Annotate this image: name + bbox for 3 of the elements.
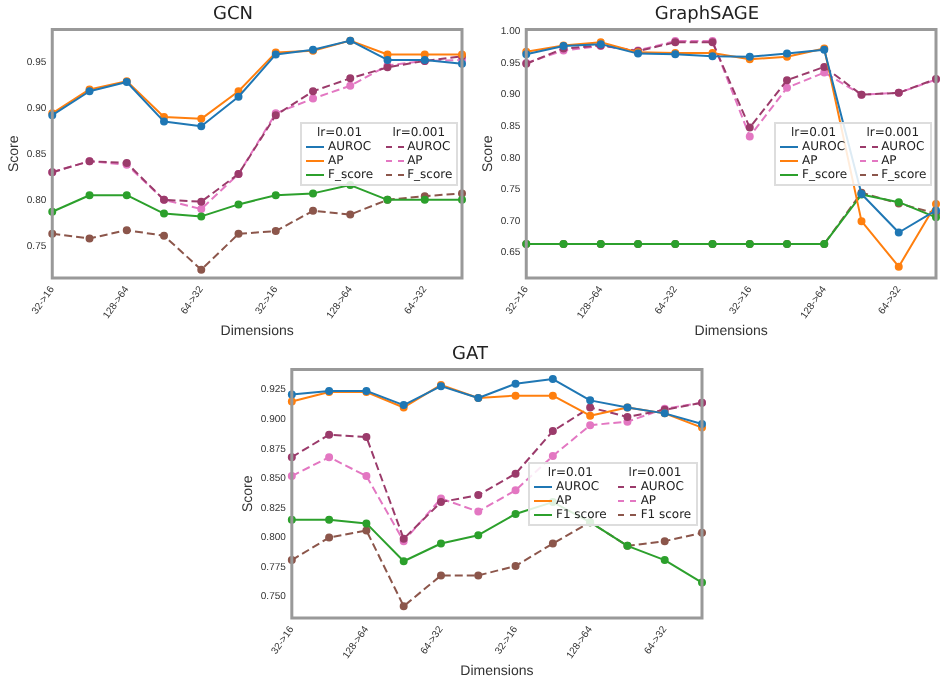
- chart-title: GAT: [452, 345, 489, 366]
- chart-title: GraphSAGE: [654, 5, 760, 26]
- chart-title: GCN: [213, 5, 253, 26]
